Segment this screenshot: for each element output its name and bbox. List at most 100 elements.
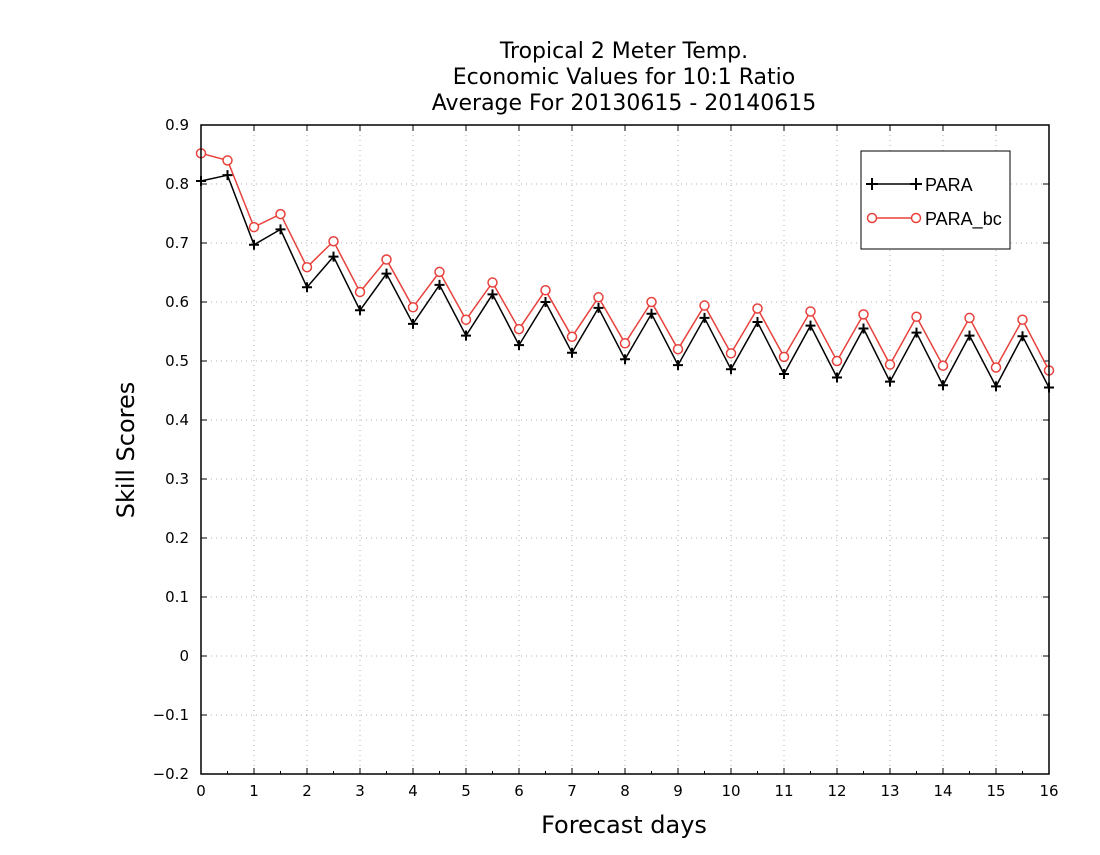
x-axis-label: Forecast days (541, 811, 707, 839)
data-point (620, 354, 630, 365)
data-point (381, 254, 392, 265)
y-tick-label: −0.1 (153, 706, 189, 724)
data-point (778, 351, 790, 363)
x-tick-label: 7 (567, 782, 577, 800)
data-point (434, 266, 445, 278)
legend-entry-para-bc: PARA_bc (866, 209, 1002, 230)
data-point (222, 170, 233, 181)
x-tick-label: 12 (827, 782, 846, 800)
data-point (1017, 314, 1028, 325)
series-para-bc (195, 148, 1055, 376)
data-point (884, 359, 896, 370)
data-point (302, 282, 312, 293)
data-point (805, 306, 816, 317)
x-tick-label: 3 (355, 782, 365, 800)
plus-marker-icon (866, 178, 922, 190)
data-point (699, 312, 710, 323)
x-tick-label: 1 (249, 782, 259, 800)
legend-label-para: PARA (925, 175, 973, 195)
y-tick-label: 0.3 (165, 470, 189, 488)
legend-entry-para: PARA (866, 175, 973, 195)
data-point (513, 323, 525, 335)
data-point (990, 362, 1002, 373)
x-tick-label: 14 (933, 782, 952, 800)
data-point (726, 364, 736, 375)
legend-label-para-bc: PARA_bc (925, 209, 1002, 230)
data-point (460, 314, 472, 325)
data-point (593, 302, 604, 313)
grid (201, 125, 1049, 774)
plot-area-frame (200, 124, 1050, 775)
data-point (858, 309, 869, 320)
data-point (911, 327, 922, 338)
y-tick-label: 0.6 (165, 293, 189, 311)
data-point (964, 330, 975, 341)
y-tick-label: 0.8 (165, 175, 189, 193)
x-tick-label: 13 (880, 782, 899, 800)
data-point (938, 380, 948, 391)
data-point (275, 208, 286, 220)
x-tick-label: 2 (302, 782, 312, 800)
data-point (407, 302, 419, 313)
data-point (1017, 331, 1028, 342)
data-point (540, 284, 551, 296)
data-point (540, 297, 551, 307)
data-point (964, 312, 975, 324)
y-tick-label: 0 (179, 647, 189, 665)
data-point (248, 221, 260, 233)
data-point (752, 317, 763, 328)
data-point (646, 308, 657, 319)
data-point (275, 224, 286, 235)
chart-title: Tropical 2 Meter Temp. Economic Values f… (432, 39, 817, 116)
data-point (725, 348, 737, 359)
circle-marker-icon (910, 212, 922, 224)
x-tick-label: 6 (514, 782, 524, 800)
data-point (699, 300, 710, 311)
data-point (222, 155, 233, 166)
y-tick-label: 0.5 (165, 352, 189, 370)
y-tick-label: 0.9 (165, 116, 189, 134)
data-point (249, 239, 259, 250)
x-tick-label: 8 (620, 782, 630, 800)
y-tick-label: −0.2 (153, 765, 189, 783)
x-tick-label: 16 (1039, 782, 1058, 800)
data-point (487, 277, 498, 288)
data-point (408, 318, 418, 329)
data-point (487, 289, 498, 300)
data-point (646, 296, 657, 308)
data-point (593, 292, 604, 303)
y-tick-label: 0.1 (165, 588, 189, 606)
y-axis-label: Skill Scores (112, 382, 140, 519)
data-point (434, 279, 445, 290)
title-line-1: Tropical 2 Meter Temp. (499, 39, 748, 64)
data-point (752, 303, 763, 314)
axis-ticks: −0.2−0.100.10.20.30.40.50.60.70.80.90 1 2 3… (153, 116, 1059, 800)
data-point (514, 340, 524, 351)
data-point (461, 330, 471, 341)
data-point (937, 360, 949, 371)
data-point (567, 347, 577, 358)
data-point (355, 305, 365, 316)
circle-marker-icon (866, 212, 878, 224)
data-point (991, 381, 1001, 392)
x-tick-label: 15 (986, 782, 1005, 800)
title-line-2: Economic Values for 10:1 Ratio (453, 65, 795, 90)
data-point (779, 368, 789, 379)
data-point (566, 331, 578, 343)
x-tick-label: 0 (196, 782, 206, 800)
data-point (381, 268, 392, 279)
x-tick-label: 4 (408, 782, 418, 800)
data-point (673, 360, 683, 371)
x-tick-label: 10 (721, 782, 740, 800)
legend-box (860, 150, 1011, 250)
y-tick-label: 0.7 (165, 234, 189, 252)
data-point (831, 355, 843, 367)
legend: PARA PARA_bc (860, 150, 1011, 250)
data-point (328, 251, 339, 262)
data-point (354, 286, 366, 298)
y-tick-label: 0.4 (165, 411, 189, 429)
data-point (619, 338, 631, 349)
x-tick-label: 5 (461, 782, 471, 800)
data-point (328, 235, 339, 247)
